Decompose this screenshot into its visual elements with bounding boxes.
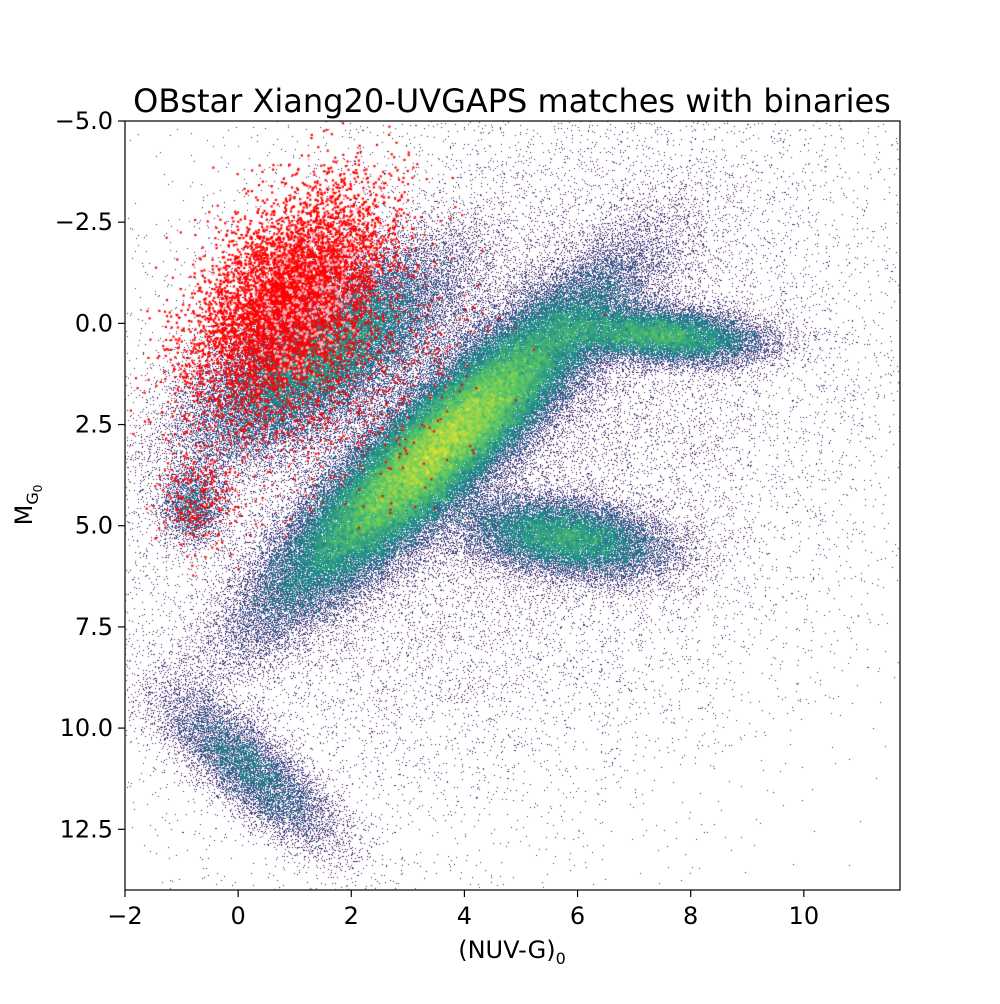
y-tick-label: 10.0 [60, 714, 113, 742]
y-tick-label: −5.0 [55, 107, 113, 135]
x-tick-label: 6 [570, 902, 585, 930]
density-canvas [125, 121, 900, 890]
y-axis-label: MG0 [10, 485, 45, 526]
x-tick-label: 4 [457, 902, 472, 930]
y-tick-label: 0.0 [75, 309, 113, 337]
x-tick-label: 2 [344, 902, 359, 930]
x-axis-label: (NUV-G)0 [458, 936, 566, 968]
y-axis: −5.0 −2.5 0.0 2.5 5.0 7.5 10.0 12.5 [55, 107, 125, 843]
x-tick-label: 8 [683, 902, 698, 930]
y-tick-label: 5.0 [75, 512, 113, 540]
x-tick-label: −2 [107, 902, 142, 930]
plot-area [125, 121, 900, 890]
y-tick-label: 2.5 [75, 411, 113, 439]
chart-title: OBstar Xiang20-UVGAPS matches with binar… [133, 82, 891, 120]
y-tick-label: −2.5 [55, 208, 113, 236]
x-axis: −2 0 2 4 6 8 10 [107, 890, 819, 930]
x-tick-label: 10 [789, 902, 820, 930]
y-tick-label: 7.5 [75, 613, 113, 641]
y-tick-label: 12.5 [60, 815, 113, 843]
x-tick-label: 0 [230, 902, 245, 930]
plot-frame [124, 120, 901, 891]
